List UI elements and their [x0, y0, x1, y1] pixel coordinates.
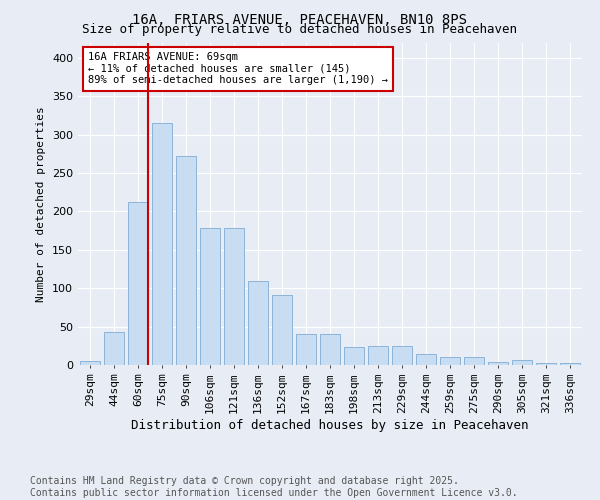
Bar	[392, 346, 412, 365]
Bar	[80, 361, 100, 365]
Text: 16A, FRIARS AVENUE, PEACEHAVEN, BN10 8PS: 16A, FRIARS AVENUE, PEACEHAVEN, BN10 8PS	[133, 12, 467, 26]
Text: 16A FRIARS AVENUE: 69sqm
← 11% of detached houses are smaller (145)
89% of semi-: 16A FRIARS AVENUE: 69sqm ← 11% of detach…	[88, 52, 388, 86]
Text: Contains HM Land Registry data © Crown copyright and database right 2025.
Contai: Contains HM Land Registry data © Crown c…	[30, 476, 518, 498]
Bar	[296, 334, 316, 365]
X-axis label: Distribution of detached houses by size in Peacehaven: Distribution of detached houses by size …	[131, 418, 529, 432]
Text: Size of property relative to detached houses in Peacehaven: Size of property relative to detached ho…	[83, 22, 517, 36]
Bar	[152, 123, 172, 365]
Y-axis label: Number of detached properties: Number of detached properties	[37, 106, 46, 302]
Bar	[536, 364, 556, 365]
Bar	[416, 354, 436, 365]
Bar	[488, 362, 508, 365]
Bar	[104, 332, 124, 365]
Bar	[320, 334, 340, 365]
Bar	[344, 348, 364, 365]
Bar	[512, 360, 532, 365]
Bar	[464, 358, 484, 365]
Bar	[560, 362, 580, 365]
Bar	[176, 156, 196, 365]
Bar	[128, 202, 148, 365]
Bar	[272, 295, 292, 365]
Bar	[200, 228, 220, 365]
Bar	[248, 280, 268, 365]
Bar	[224, 228, 244, 365]
Bar	[440, 356, 460, 365]
Bar	[368, 346, 388, 365]
